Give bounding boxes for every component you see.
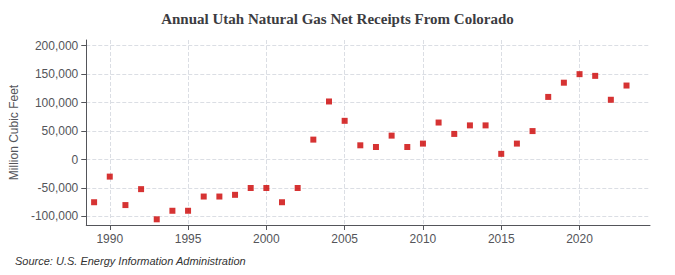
svg-text:Annual Utah Natural Gas Net Re: Annual Utah Natural Gas Net Receipts Fro… — [161, 11, 514, 27]
svg-text:150,000: 150,000 — [35, 67, 79, 81]
svg-text:-50,000: -50,000 — [38, 181, 79, 195]
svg-text:Million Cubic Feet: Million Cubic Feet — [7, 84, 21, 180]
svg-text:2000: 2000 — [253, 232, 280, 246]
svg-text:2010: 2010 — [410, 232, 437, 246]
svg-text:Source: U.S. Energy Informatio: Source: U.S. Energy Information Administ… — [15, 255, 246, 267]
svg-text:0: 0 — [72, 153, 79, 167]
svg-text:2020: 2020 — [566, 232, 593, 246]
svg-text:2005: 2005 — [331, 232, 358, 246]
svg-text:200,000: 200,000 — [35, 39, 79, 53]
svg-text:1995: 1995 — [175, 232, 202, 246]
svg-text:-100,000: -100,000 — [31, 209, 79, 223]
svg-text:100,000: 100,000 — [35, 96, 79, 110]
svg-text:50,000: 50,000 — [42, 124, 79, 138]
svg-text:2015: 2015 — [488, 232, 515, 246]
svg-text:1990: 1990 — [96, 232, 123, 246]
